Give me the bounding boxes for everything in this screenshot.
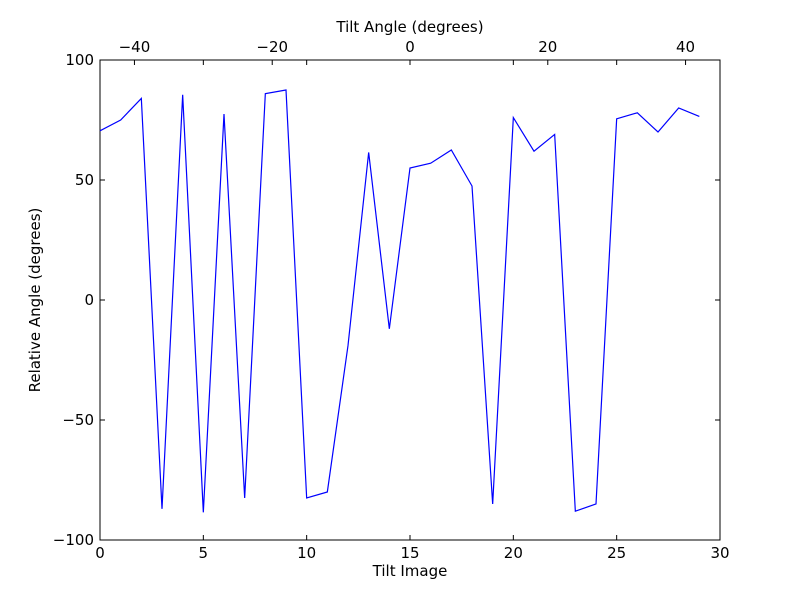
y-tick-label: 0 <box>84 291 94 309</box>
x-tick-label: 0 <box>95 544 105 562</box>
ticks <box>99 59 721 541</box>
y-tick-label: −100 <box>53 531 94 549</box>
x-tick-label: 5 <box>199 544 209 562</box>
top-x-axis-label: Tilt Angle (degrees) <box>335 18 483 36</box>
tick-labels: 0 5 10 15 20 25 30 −100 −50 0 50 100 −40 −20 0 20 40 <box>53 38 730 562</box>
y-axis-label: Relative Angle (degrees) <box>26 208 44 393</box>
top-x-tick-label: 20 <box>538 38 557 56</box>
y-tick-label: 50 <box>75 171 94 189</box>
series-line <box>99 89 700 513</box>
top-x-tick-label: 40 <box>676 38 695 56</box>
y-tick-label: −50 <box>62 411 94 429</box>
x-tick-label: 15 <box>400 544 419 562</box>
x-tick-label: 20 <box>504 544 523 562</box>
top-x-tick-label: 0 <box>405 38 415 56</box>
top-x-tick-label: −40 <box>119 38 151 56</box>
top-x-tick-label: −20 <box>256 38 288 56</box>
y-tick-label: 100 <box>65 51 94 69</box>
x-tick-label: 25 <box>607 544 626 562</box>
x-axis-label: Tilt Image <box>372 562 448 580</box>
x-tick-label: 30 <box>710 544 729 562</box>
x-tick-label: 10 <box>297 544 316 562</box>
